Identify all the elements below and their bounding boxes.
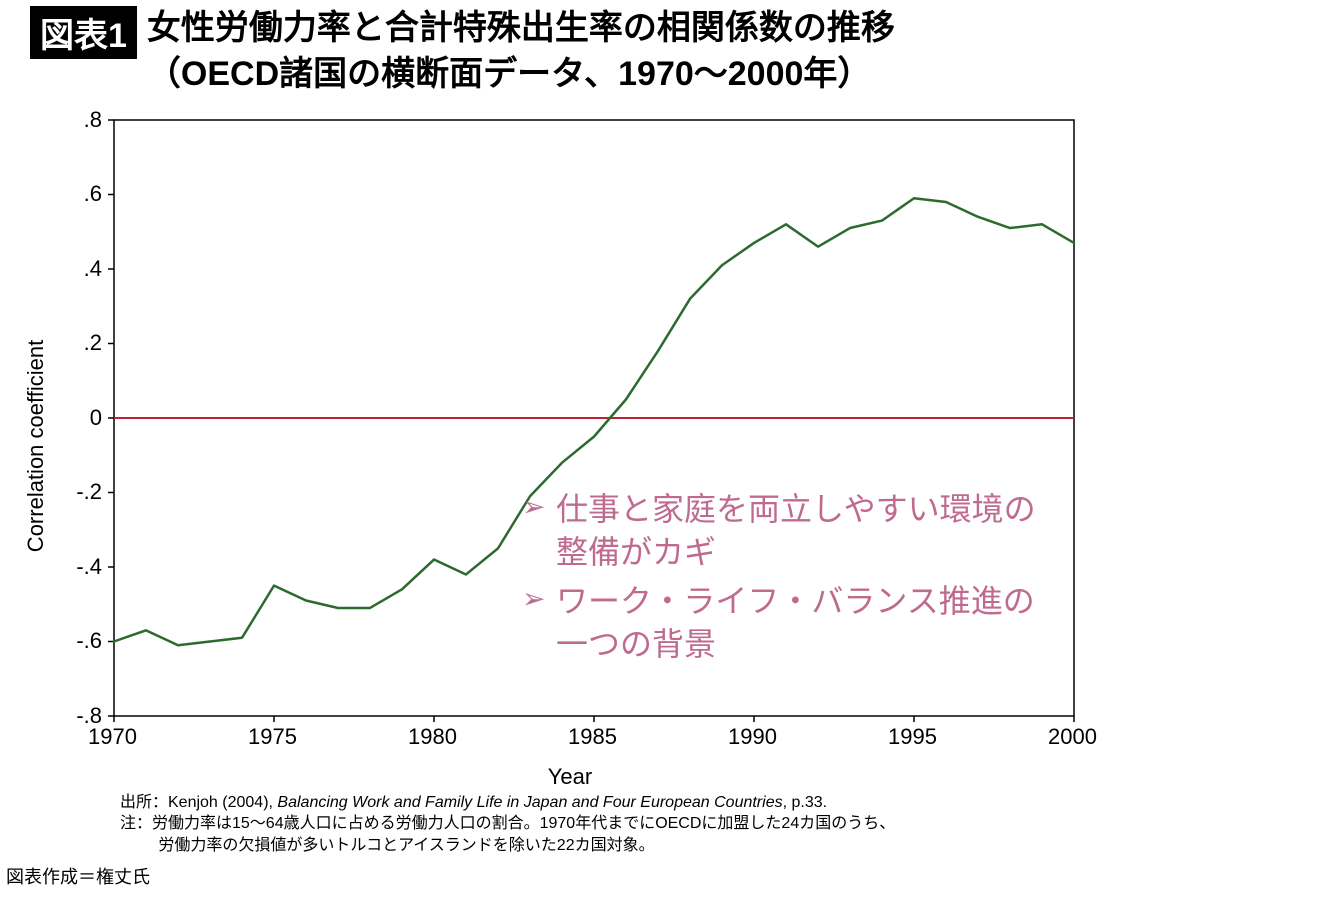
chart-annotations: ➢仕事と家庭を両立しやすい環境の整備がカギ➢ワーク・ライフ・バランス推進の一つの… <box>522 488 1062 673</box>
x-tick-label: 1980 <box>408 724 457 750</box>
title-line-2: （OECD諸国の横断面データ、1970～2000年） <box>147 55 871 93</box>
bullet-icon: ➢ <box>522 488 556 574</box>
y-tick-label: -.2 <box>58 479 102 505</box>
chart-container: Correlation coefficient Year ➢仕事と家庭を両立しや… <box>40 106 1100 786</box>
y-tick-label: -.4 <box>58 554 102 580</box>
y-tick-label: .6 <box>58 181 102 207</box>
y-tick-label: -.6 <box>58 628 102 654</box>
annotation-text: 仕事と家庭を両立しやすい環境の整備がカギ <box>556 488 1062 574</box>
source-italic: Balancing Work and Family Life in Japan … <box>277 794 782 811</box>
note-line-2: 労働力率の欠損値が多いトルコとアイスランドを除いた22カ国対象。 <box>120 835 1340 857</box>
x-tick-label: 1990 <box>728 724 777 750</box>
title-line-1: 女性労働力率と合計特殊出生率の相関係数の推移 <box>147 9 895 47</box>
y-tick-label: .2 <box>58 330 102 356</box>
x-tick-label: 2000 <box>1048 724 1097 750</box>
x-tick-label: 1995 <box>888 724 937 750</box>
x-tick-label: 1975 <box>248 724 297 750</box>
source-prefix: 出所：Kenjoh (2004), <box>120 794 277 811</box>
annotation-item: ➢ワーク・ライフ・バランス推進の一つの背景 <box>522 580 1062 666</box>
annotation-text: ワーク・ライフ・バランス推進の一つの背景 <box>556 580 1062 666</box>
y-tick-label: 0 <box>58 405 102 431</box>
x-tick-label: 1970 <box>88 724 137 750</box>
source-line: 出所：Kenjoh (2004), Balancing Work and Fam… <box>120 792 1340 814</box>
note-line-1: 注：労働力率は15～64歳人口に占める労働力人口の割合。1970年代までにOEC… <box>120 813 1340 835</box>
y-tick-label: .8 <box>58 107 102 133</box>
line-chart <box>40 106 1094 776</box>
source-suffix: , p.33. <box>783 794 827 811</box>
figure-notes: 出所：Kenjoh (2004), Balancing Work and Fam… <box>120 792 1340 857</box>
x-axis-label: Year <box>548 764 592 790</box>
figure-credit: 図表作成＝権丈氏 <box>6 863 1340 889</box>
y-axis-label: Correlation coefficient <box>23 340 49 552</box>
bullet-icon: ➢ <box>522 580 556 666</box>
figure-title: 女性労働力率と合計特殊出生率の相関係数の推移 （OECD諸国の横断面データ、19… <box>147 6 895 98</box>
figure-badge: 図表1 <box>30 6 137 59</box>
y-tick-label: .4 <box>58 256 102 282</box>
x-tick-label: 1985 <box>568 724 617 750</box>
annotation-item: ➢仕事と家庭を両立しやすい環境の整備がカギ <box>522 488 1062 574</box>
